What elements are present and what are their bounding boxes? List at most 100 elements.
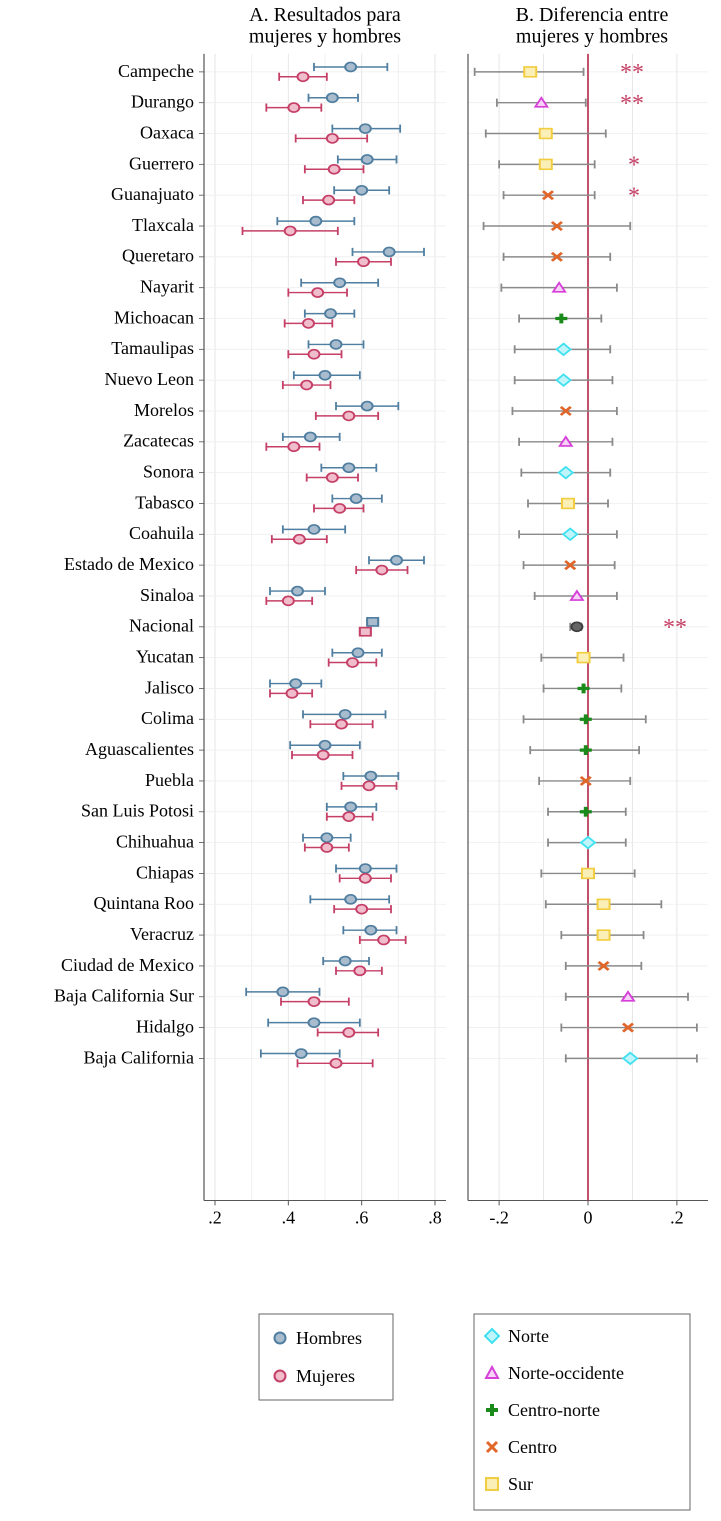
state-label: Jalisco (145, 677, 194, 697)
marker (377, 934, 391, 946)
legend-item-mujeres: Mujeres (273, 1366, 355, 1386)
marker (366, 616, 380, 627)
marker (292, 533, 306, 545)
point-hombres (281, 524, 347, 535)
point-mujeres (335, 256, 392, 268)
marker (333, 277, 347, 289)
state-label: Chihuahua (116, 831, 194, 851)
diff-point (540, 867, 636, 880)
legend-label: Centro-norte (508, 1400, 600, 1420)
marker (342, 1027, 356, 1038)
diff-marker-norte-occidente (569, 589, 585, 601)
significance-marker: ** (620, 91, 644, 117)
diff-marker-centro (564, 560, 577, 571)
x-tick-label-b: .2 (670, 1207, 684, 1227)
point-mujeres (302, 194, 356, 206)
panel-b-plot: -.2 0.2******** (467, 53, 708, 1227)
state-label: Quintana Roo (94, 893, 195, 913)
legend-marker-triangle (484, 1364, 500, 1379)
point-mujeres (294, 133, 369, 144)
diff-point (529, 745, 641, 756)
diff-marker-norte (555, 373, 572, 388)
point-mujeres (309, 718, 374, 730)
marker (287, 102, 301, 113)
state-label: Sinaloa (140, 585, 194, 605)
marker (324, 308, 337, 319)
point-hombres (302, 709, 387, 720)
point-hombres (342, 770, 400, 782)
diff-point: * (498, 153, 640, 179)
diff-marker-norte-occidente (533, 96, 550, 108)
marker (325, 133, 339, 144)
marker (358, 863, 372, 874)
diff-marker-sur (576, 651, 591, 664)
legend-label: Norte-occidente (508, 1363, 624, 1383)
marker (364, 924, 378, 936)
point-mujeres (270, 533, 328, 545)
state-label: Veracruz (130, 924, 194, 944)
state-label: Guanajuato (111, 184, 194, 204)
point-hombres (336, 154, 398, 165)
marker (329, 1057, 343, 1069)
diff-point: ** (473, 60, 644, 86)
marker (355, 903, 369, 915)
diff-point: ** (495, 91, 644, 117)
panel-b-title-line2: mujeres y hombres (516, 25, 668, 47)
marker (344, 801, 358, 813)
point-mujeres (265, 441, 321, 453)
marker (329, 339, 343, 350)
diff-marker-norte (621, 1051, 639, 1066)
marker (325, 92, 339, 104)
plot-area: A. Resultados para mujeres y hombres B. … (54, 4, 708, 1227)
marker (311, 287, 325, 298)
marker (283, 225, 297, 237)
marker (342, 811, 356, 822)
legend-item-hombres: Hombres (273, 1328, 362, 1348)
point-hombres (307, 92, 359, 104)
point-mujeres (358, 626, 372, 637)
state-label: Nuevo Leon (105, 369, 194, 389)
marker (335, 718, 348, 730)
marker (307, 524, 321, 535)
x-tick-label-b: 0 (584, 1207, 593, 1227)
legend-marker-plus (486, 1404, 498, 1416)
point-hombres (303, 308, 356, 319)
state-label: Chiapas (136, 862, 194, 882)
legend-label: Sur (508, 1474, 533, 1494)
state-label: Zacatecas (123, 431, 194, 451)
diff-marker-sur (596, 929, 611, 941)
point-hombres (335, 863, 398, 874)
point-mujeres (269, 688, 314, 699)
point-hombres (331, 647, 383, 659)
marker (318, 739, 332, 751)
point-hombres (331, 493, 383, 504)
legend-item-centro: Centro (485, 1437, 557, 1457)
marker (375, 564, 389, 576)
marker (302, 318, 315, 329)
state-label: Tlaxcala (132, 215, 194, 235)
point-mujeres (287, 287, 348, 298)
diff-marker-centro (597, 960, 610, 971)
legend-marker-x (485, 1440, 499, 1454)
point-hombres (320, 462, 378, 474)
diff-point (560, 929, 645, 941)
diff-marker-sur (561, 497, 575, 510)
significance-marker: * (628, 153, 640, 179)
diff-marker-centro-norte (579, 714, 592, 725)
marker (360, 154, 374, 165)
point-hombres (302, 832, 352, 844)
panel-a-title-line1: A. Resultados para (249, 4, 401, 26)
legend-label: Norte (508, 1326, 549, 1346)
state-label: Estado de Mexico (64, 554, 194, 574)
marker (289, 678, 303, 689)
marker (333, 503, 347, 514)
marker (325, 472, 339, 483)
diff-marker-norte-occidente (558, 435, 574, 447)
diff-marker-centro (559, 406, 572, 416)
diff-point (564, 1051, 698, 1066)
state-label: Durango (131, 92, 194, 112)
point-hombres (333, 184, 391, 196)
point-hombres (366, 616, 380, 627)
panel-b-title-line1: B. Diferencia entre (516, 4, 669, 26)
diff-point (564, 990, 689, 1002)
